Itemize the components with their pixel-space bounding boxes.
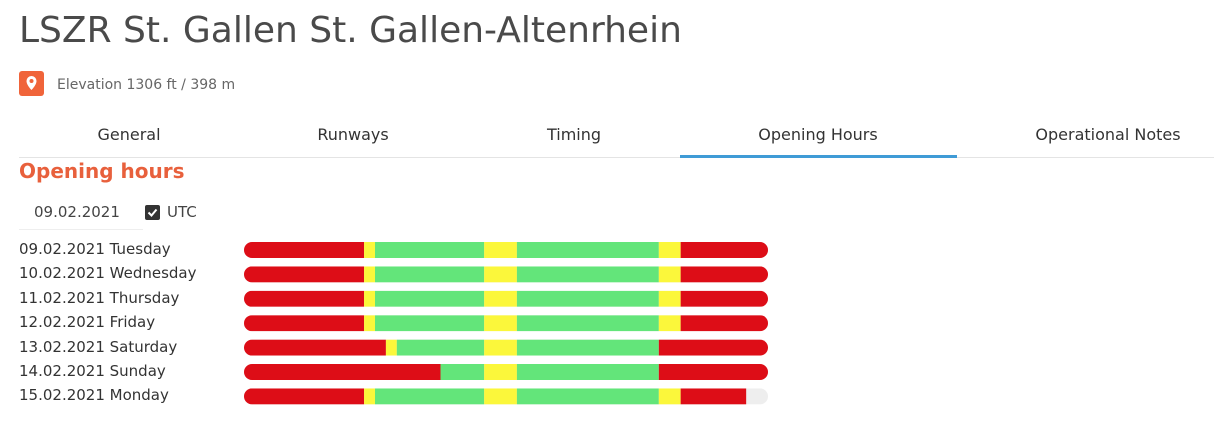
day-label: 11.02.2021 Thursday bbox=[19, 288, 180, 307]
hours-segment bbox=[658, 266, 681, 283]
hours-segment bbox=[516, 315, 659, 332]
hours-segment bbox=[364, 315, 375, 332]
tab[interactable]: General bbox=[97, 125, 161, 144]
utc-label: UTC bbox=[167, 203, 197, 221]
hours-segment bbox=[364, 242, 375, 258]
hours-segment bbox=[516, 388, 659, 405]
hours-segment bbox=[680, 388, 747, 405]
day-bar bbox=[244, 290, 768, 307]
hours-segment bbox=[516, 242, 659, 258]
hours-segment bbox=[364, 388, 375, 405]
day-label: 09.02.2021 Tuesday bbox=[19, 240, 171, 258]
date-input[interactable]: 09.02.2021 bbox=[19, 200, 143, 230]
day-bar bbox=[244, 364, 768, 380]
day-label: 13.02.2021 Saturday bbox=[19, 337, 178, 356]
tab[interactable]: Timing bbox=[546, 125, 602, 144]
day-bar bbox=[244, 388, 768, 405]
hours-segment bbox=[680, 266, 768, 283]
tab[interactable]: Opening Hours bbox=[758, 125, 878, 144]
day-label: 15.02.2021 Monday bbox=[19, 386, 169, 405]
day-label: 14.02.2021 Sunday bbox=[19, 362, 166, 380]
hours-segment bbox=[658, 339, 768, 356]
hours-segment bbox=[244, 266, 365, 283]
airport-title: LSZR St. Gallen St. Gallen-Altenrhein bbox=[19, 10, 682, 51]
hours-segment bbox=[658, 315, 681, 332]
hours-segment bbox=[244, 388, 365, 405]
hours-segment bbox=[244, 290, 365, 307]
hours-segment bbox=[375, 315, 485, 332]
hours-segment bbox=[484, 315, 517, 332]
hours-segment bbox=[244, 339, 386, 356]
section-title: Opening hours bbox=[19, 159, 185, 183]
hours-segment bbox=[375, 290, 485, 307]
hours-segment bbox=[658, 364, 768, 380]
hours-segment bbox=[484, 266, 517, 283]
check-glyph bbox=[147, 208, 158, 217]
hours-segment bbox=[516, 290, 659, 307]
active-tab-underline bbox=[680, 155, 957, 158]
tab[interactable]: Runways bbox=[317, 125, 389, 144]
hours-segment bbox=[484, 388, 517, 405]
hours-segment bbox=[680, 242, 768, 258]
hours-segment bbox=[484, 242, 517, 258]
hours-segment bbox=[364, 266, 375, 283]
hours-segment bbox=[244, 315, 365, 332]
hours-segment bbox=[364, 290, 375, 307]
hours-segment bbox=[658, 388, 681, 405]
hours-segment bbox=[385, 339, 397, 356]
hours-segment bbox=[244, 242, 365, 258]
hours-segment bbox=[516, 339, 659, 356]
elevation: Elevation 1306 ft / 398 m bbox=[57, 77, 236, 93]
tab[interactable]: Operational Notes bbox=[1035, 125, 1181, 144]
day-label: 12.02.2021 Friday bbox=[19, 313, 156, 332]
hours-segment bbox=[440, 364, 485, 380]
hours-segment bbox=[484, 339, 517, 356]
pin-glyph bbox=[26, 76, 37, 90]
hours-segment bbox=[658, 290, 681, 307]
day-bar bbox=[244, 339, 768, 356]
day-bar bbox=[244, 315, 768, 332]
hours-segment bbox=[396, 339, 485, 356]
hours-segment bbox=[375, 266, 485, 283]
hours-segment bbox=[680, 290, 768, 307]
utc-checkbox[interactable] bbox=[145, 205, 160, 220]
hours-segment bbox=[375, 388, 485, 405]
hours-segment bbox=[516, 266, 659, 283]
location-icon bbox=[19, 71, 44, 96]
hours-segment bbox=[680, 315, 768, 332]
hours-segment bbox=[658, 242, 681, 258]
tab-border bbox=[19, 157, 1214, 158]
hours-segment bbox=[244, 364, 441, 380]
hours-segment bbox=[516, 364, 659, 380]
day-label: 10.02.2021 Wednesday bbox=[19, 264, 197, 283]
day-bar bbox=[244, 266, 768, 283]
hours-segment bbox=[375, 242, 485, 258]
day-bar bbox=[244, 242, 768, 258]
hours-segment bbox=[484, 364, 517, 380]
hours-segment bbox=[484, 290, 517, 307]
